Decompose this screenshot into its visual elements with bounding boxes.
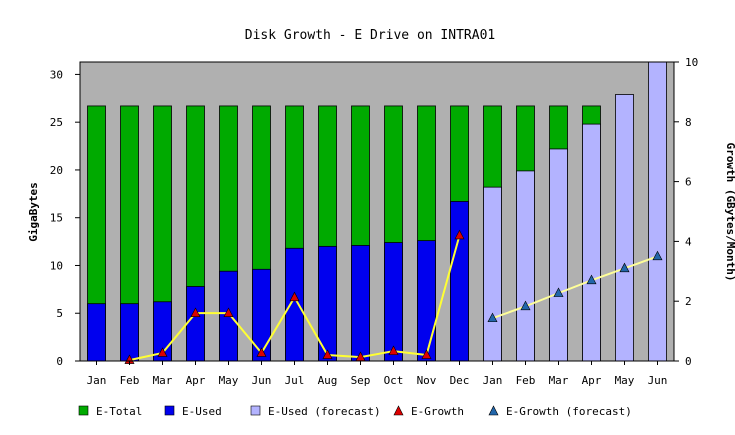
x-tick-label: Dec [450, 374, 470, 387]
bar-e-used-forecast-16 [615, 94, 634, 362]
marker-e-growth-forecast-14 [553, 287, 564, 297]
marker-e-growth-forecast-15 [586, 274, 597, 285]
x-tick-label: Feb [516, 374, 536, 387]
y-tick-label: 25 [50, 116, 63, 129]
marker-e-growth-10 [421, 349, 432, 359]
bar-e-used-10 [417, 240, 436, 362]
y-axis-left: 0 5 10 15 20 25 30 [50, 68, 80, 368]
y-tick-label: 20 [50, 164, 63, 177]
bar-e-used-forecast-14 [549, 148, 568, 362]
x-tick-label: May [615, 374, 635, 387]
marker-e-growth-3 [190, 307, 201, 317]
legend-swatch [78, 405, 89, 416]
x-tick-label: Apr [186, 374, 206, 387]
legend-label: E-Growth (forecast) [506, 405, 632, 418]
y2-tick-label: 8 [685, 116, 692, 129]
y2-tick-label: 6 [685, 176, 692, 189]
legend-label: E-Growth [411, 405, 464, 418]
y-tick-label: 5 [56, 307, 63, 320]
marker-e-growth-4 [223, 307, 234, 317]
legend-label: E-Used (forecast) [268, 405, 381, 418]
legend-swatch [393, 405, 404, 416]
plot-area [80, 62, 674, 361]
marker-e-growth-6 [289, 291, 300, 302]
y2-tick-label: 2 [685, 295, 692, 308]
marker-e-growth-forecast-13 [520, 300, 531, 311]
x-tick-label: Sep [351, 374, 371, 387]
bar-e-used-1 [120, 303, 139, 362]
x-tick-label: Mar [549, 374, 569, 387]
legend-label: E-Used [182, 405, 222, 418]
y2-tick-label: 10 [685, 56, 698, 69]
marker-e-growth-7 [322, 349, 333, 359]
bar-e-used-forecast-17 [648, 61, 667, 362]
y2-axis-label: Growth (GBytes/Month) [724, 142, 735, 281]
marker-e-growth-5 [256, 347, 267, 357]
marker-e-growth-forecast-17 [652, 250, 663, 261]
y2-tick-label: 4 [685, 235, 692, 248]
x-tick-label: Nov [417, 374, 437, 387]
x-tick-label: Jan [87, 374, 107, 387]
y-tick-label: 0 [56, 355, 63, 368]
y2-tick-label: 0 [685, 355, 692, 368]
x-tick-label: May [219, 374, 239, 387]
x-tick-label: Jan [483, 374, 503, 387]
bar-e-used-forecast-13 [516, 170, 535, 362]
x-tick-label: Jun [648, 374, 668, 387]
bar-e-used-3 [186, 286, 205, 362]
bar-e-used-forecast-15 [582, 123, 601, 362]
bar-e-used-8 [351, 245, 370, 362]
x-tick-label: Apr [582, 374, 602, 387]
y-axis-right: 0 2 4 6 8 10 [674, 56, 698, 368]
plot-frame [79, 61, 675, 362]
x-tick-label: Jun [252, 374, 272, 387]
bar-e-used-forecast-12 [483, 186, 502, 362]
legend-label: E-Total [96, 405, 142, 418]
bar-e-used-9 [384, 242, 403, 362]
marker-e-growth-forecast-12 [487, 312, 498, 323]
x-axis: Jan Feb Mar Apr May Jun Jul Aug Sep Oct Nov Dec Jan F… [87, 361, 668, 387]
chart-title: Disk Growth - E Drive on INTRA01 [245, 28, 495, 43]
bar-e-used-11 [450, 201, 469, 362]
legend-swatch [164, 405, 175, 416]
x-tick-label: Mar [153, 374, 173, 387]
x-tick-label: Aug [318, 374, 338, 387]
marker-e-growth-2 [157, 347, 168, 357]
x-tick-label: Oct [384, 374, 404, 387]
line-e-growth-forecast [492, 255, 658, 320]
y-tick-label: 30 [50, 68, 63, 81]
bar-e-used-5 [252, 268, 271, 362]
bars-layer [87, 61, 667, 362]
marker-e-growth-9 [388, 345, 399, 355]
bar-e-used-6 [285, 247, 304, 362]
y-tick-label: 10 [50, 259, 63, 272]
marker-e-growth-11 [454, 229, 465, 240]
legend: E-Total E-Used E-Used (forecast) E-Growth E-… [78, 405, 632, 418]
bar-e-used-0 [87, 303, 106, 362]
y-tick-label: 15 [50, 212, 63, 225]
y-axis-label: GigaBytes [27, 182, 40, 242]
markers-layer [124, 229, 663, 364]
legend-swatch [488, 405, 499, 416]
x-tick-label: Jul [285, 374, 305, 387]
x-tick-label: Feb [120, 374, 140, 387]
marker-e-growth-forecast-16 [619, 262, 630, 273]
legend-swatch [250, 405, 261, 416]
